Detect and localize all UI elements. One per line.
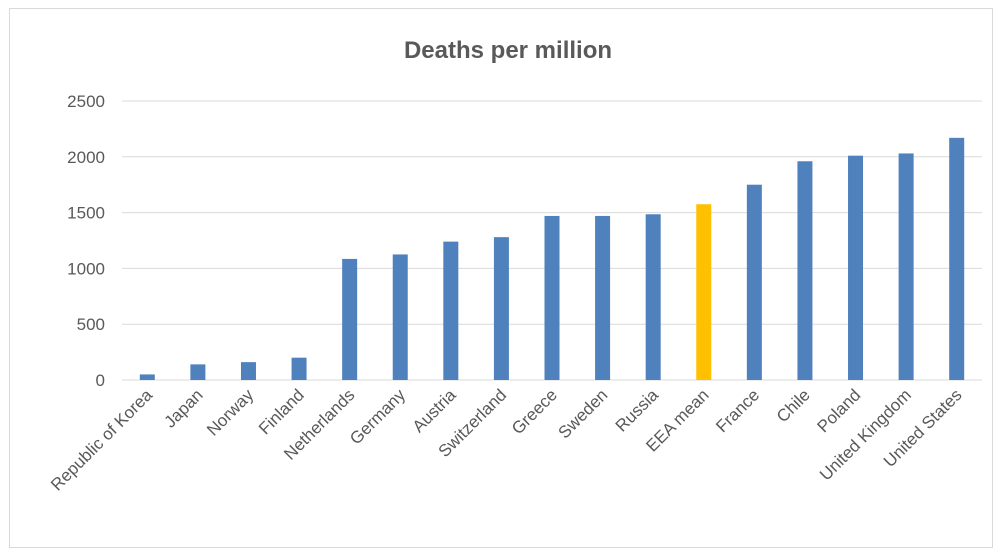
bar-austria [443,241,459,380]
x-tick-label: France [712,385,763,436]
bar-russia [645,214,661,380]
chart-title: Deaths per million [404,37,612,64]
bar-norway [240,362,256,380]
x-tick-label: United Kingdom [816,385,915,484]
bar-france [746,184,762,380]
y-tick-label: 1500 [67,204,105,223]
x-tick-label: Sweden [555,385,612,442]
bars [139,137,965,380]
bar-netherlands [342,258,358,380]
y-tick-label: 2000 [67,148,105,167]
x-tick-label: Republic of Korea [47,385,156,494]
y-tick-label: 500 [77,315,105,334]
x-tick-label: Norway [203,385,258,440]
gridlines [122,100,982,381]
x-tick-label: Russia [612,385,663,436]
x-tick-label: Germany [346,385,409,448]
bar-finland [291,357,307,380]
bar-chile [797,161,813,380]
bar-greece [544,215,560,380]
x-tick-label: Poland [813,385,864,436]
bar-republic-of-korea [139,374,155,380]
x-tick-label: Japan [161,385,207,431]
y-tick-label: 1000 [67,259,105,278]
bar-poland [848,155,864,380]
y-tick-label: 2500 [67,92,105,111]
x-tick-label: Greece [508,385,561,438]
bar-sweden [595,215,611,380]
y-axis-ticks: 0 500 1000 1500 2000 2500 [67,92,105,390]
bar-japan [190,364,206,380]
bar-switzerland [493,237,509,380]
bar-eea-mean [696,204,712,380]
bar-germany [392,254,408,380]
y-tick-label: 0 [96,371,105,390]
bar-united-states [949,137,965,380]
x-tick-label: Chile [773,385,814,426]
x-axis-ticks: Republic of Korea JapanNorwayFinlandNethe… [47,385,965,494]
bar-united-kingdom [898,153,914,380]
